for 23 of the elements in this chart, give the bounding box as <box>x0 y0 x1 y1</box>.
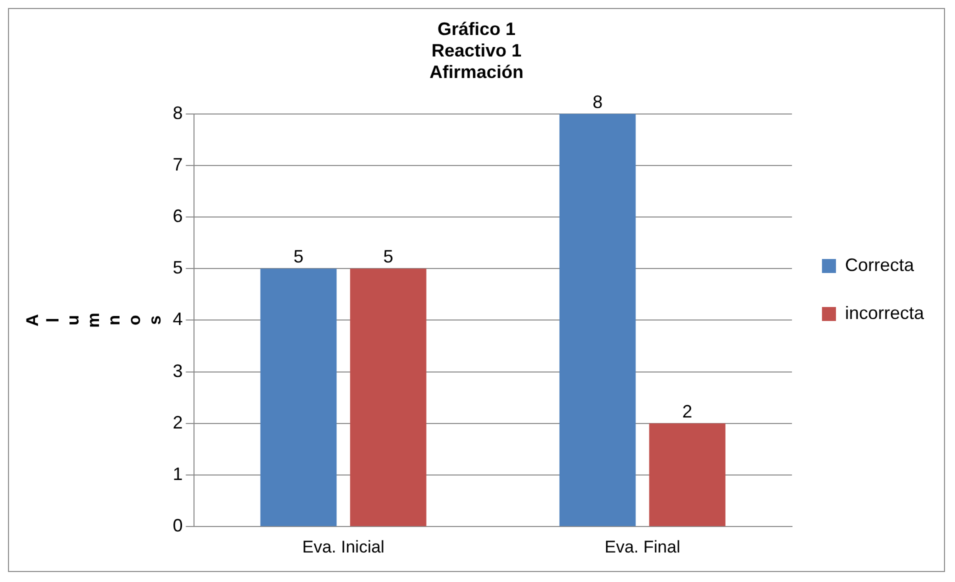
y-tick-label: 5 <box>172 258 183 278</box>
x-tick-label: Eva. Final <box>604 537 680 556</box>
x-tick-label: Eva. Inicial <box>302 537 384 556</box>
y-tick-label: 3 <box>172 360 183 381</box>
data-label: 2 <box>682 401 692 422</box>
y-tick-label: 8 <box>172 102 183 123</box>
y-axis-title: Alumnos <box>22 312 164 328</box>
bar <box>350 268 426 526</box>
y-tick-label: 4 <box>172 309 183 330</box>
legend-label: Correcta <box>844 254 915 275</box>
data-label: 5 <box>383 246 394 267</box>
data-label: 8 <box>592 92 603 112</box>
y-tick-label: 1 <box>172 464 183 484</box>
y-tick-label: 2 <box>172 412 183 432</box>
y-tick-label: 7 <box>172 154 183 174</box>
bar <box>649 423 726 526</box>
data-label: 5 <box>293 246 304 267</box>
bar <box>559 114 636 526</box>
legend-label: incorrecta <box>844 302 925 323</box>
y-tick-label: 0 <box>172 516 183 536</box>
y-tick-label: 6 <box>172 206 183 226</box>
chart-title: Gráfico 1 Reactivo 1 Afirmación <box>429 18 524 82</box>
bar <box>260 268 337 526</box>
